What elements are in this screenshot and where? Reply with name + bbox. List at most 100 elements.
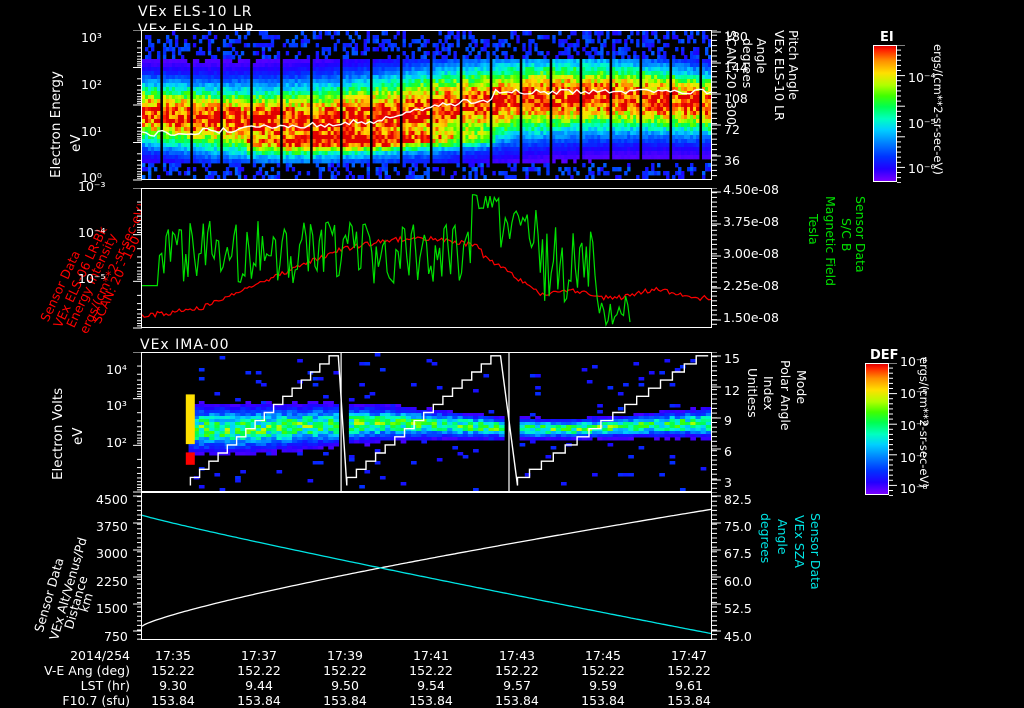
footer-f107-1: 153.84 (237, 693, 281, 708)
colorbar1-ticks (897, 45, 905, 183)
colorbar1-tick-0: 10⁻⁴ (908, 70, 936, 85)
panel2-y2tick-3: 2.25e-08 (723, 278, 779, 293)
footer-f107-3: 153.84 (409, 693, 453, 708)
panel3-title: VEx IMA-00 (140, 337, 230, 353)
panel3-ytick-1: 10³ (106, 398, 127, 413)
panel4-ytick-4: 1500 (96, 601, 128, 616)
footer-lst-2: 9.50 (331, 678, 359, 693)
panel1-ytick-1: 10² (81, 77, 102, 92)
panel3-plot-area (141, 352, 712, 492)
panel1-ytick-2: 10¹ (81, 124, 102, 139)
panel3-y2tick-4: 3 (724, 475, 732, 490)
panel2-y2tick-4: 1.50e-08 (723, 310, 779, 325)
footer-row-time: 2014/254 17:35 17:37 17:39 17:41 17:43 1… (8, 648, 732, 663)
footer-row-veang: V-E Ang (deg) 152.22 152.22 152.22 152.2… (8, 663, 732, 678)
panel4-left-ticks (133, 492, 142, 640)
panel4-y2tick-2: 67.5 (724, 546, 752, 561)
panel4-ytick-1: 3750 (96, 519, 128, 534)
footer-metadata-table: 2014/254 17:35 17:37 17:39 17:41 17:43 1… (8, 648, 732, 708)
colorbar2-tick-1: 10⁻⁵ (900, 386, 928, 401)
footer-veang-2: 152.22 (323, 663, 367, 678)
panel4-y2tick-5: 45.0 (724, 629, 752, 644)
footer-veang-0: 152.22 (151, 663, 195, 678)
footer-lst-0: 9.30 (159, 678, 187, 693)
colorbar2-tick-4: 10⁻⁸ (900, 481, 928, 496)
footer-veang-5: 152.22 (581, 663, 625, 678)
panel2-ytick-2: 10⁻⁵ (78, 271, 106, 286)
colorbar2-tick-3: 10⁻⁷ (900, 450, 928, 465)
footer-lst-3: 9.54 (417, 678, 445, 693)
footer-lst-5: 9.59 (589, 678, 617, 693)
panel3-y2tick-2: 9 (724, 413, 732, 428)
panel4-ytick-0: 4500 (96, 492, 128, 507)
panel4-y2tick-4: 52.5 (724, 601, 752, 616)
footer-time-1: 17:37 (240, 648, 278, 663)
panel1-ytick-0: 10³ (81, 30, 102, 45)
panel3-y2tick-1: 12 (724, 383, 740, 398)
panel1-y2tick-2: 108 (724, 91, 748, 106)
panel1-left-ticks (133, 30, 142, 181)
panel1-y2tick-4: 36 (724, 153, 740, 168)
footer-time-0: 17:35 (154, 648, 192, 663)
footer-row-label-0: 2014/254 (70, 648, 130, 663)
footer-time-3: 17:41 (412, 648, 450, 663)
panel2-lines (142, 189, 711, 327)
footer-row-label-1: V-E Ang (deg) (44, 663, 130, 678)
footer-veang-4: 152.22 (495, 663, 539, 678)
footer-lst-1: 9.44 (245, 678, 273, 693)
footer-lst-4: 9.57 (503, 678, 531, 693)
panel4-ytick-2: 3000 (96, 546, 128, 561)
panel1-plot-area (141, 30, 712, 180)
panel3-left-axis-units: eV (70, 427, 86, 445)
footer-veang-1: 152.22 (237, 663, 281, 678)
panel3-ytick-0: 10⁴ (106, 362, 127, 377)
footer-row-label-3: F10.7 (sfu) (62, 693, 130, 708)
panel1-y2tick-0: 180 (724, 29, 748, 44)
panel3-spectrogram (142, 353, 711, 491)
panel4-lines (142, 493, 711, 639)
panel1-spectrogram (142, 31, 711, 179)
footer-row-f107: F10.7 (sfu) 153.84 153.84 153.84 153.84 … (8, 693, 732, 708)
panel4-y2tick-3: 60.0 (724, 574, 752, 589)
colorbar1-title: EI (880, 30, 894, 45)
panel3-left-ticks (133, 352, 142, 493)
panel2-ytick-1: 10⁻⁴ (78, 225, 106, 240)
footer-f107-0: 153.84 (151, 693, 195, 708)
colorbar2-ticks (889, 363, 897, 496)
panel4-y2tick-1: 75.0 (724, 519, 752, 534)
panel4-right-ticks (712, 492, 721, 640)
panel1-ytick-3: 10⁰ (81, 170, 102, 185)
colorbar2 (865, 363, 889, 495)
footer-time-2: 17:39 (326, 648, 364, 663)
panel3-y2tick-0: 15 (724, 351, 740, 366)
panel4-plot-area (141, 492, 712, 640)
colorbar1-tick-1: 10⁻⁵ (908, 116, 936, 131)
footer-f107-5: 153.84 (581, 693, 625, 708)
footer-veang-6: 152.22 (667, 663, 711, 678)
panel1-y2tick-1: 144 (724, 60, 748, 75)
footer-f107-4: 153.84 (495, 693, 539, 708)
panel2-ytick-0: 10⁻³ (78, 179, 106, 194)
colorbar2-title: DEF (870, 348, 899, 363)
footer-veang-3: 152.22 (409, 663, 453, 678)
colorbar1 (873, 45, 897, 182)
footer-time-6: 17:47 (670, 648, 708, 663)
footer-time-5: 17:45 (584, 648, 622, 663)
panel2-y2tick-2: 3.00e-08 (723, 246, 779, 261)
footer-f107-2: 153.84 (323, 693, 367, 708)
footer-f107-6: 153.84 (667, 693, 711, 708)
footer-lst-6: 9.61 (675, 678, 703, 693)
panel4-ytick-3: 2250 (96, 574, 128, 589)
panel2-y2tick-1: 3.75e-08 (723, 214, 779, 229)
panel1-left-axis-units: eV (68, 134, 84, 152)
panel4-y2tick-0: 82.5 (724, 492, 752, 507)
colorbar2-tick-2: 10⁻⁶ (900, 418, 928, 433)
panel1-y2tick-3: 72 (724, 122, 740, 137)
footer-time-4: 17:43 (498, 648, 536, 663)
panel3-y2tick-3: 6 (724, 444, 732, 459)
colorbar2-tick-0: 10⁻⁴ (900, 354, 928, 369)
panel3-ytick-2: 10² (106, 435, 127, 450)
footer-row-label-2: LST (hr) (80, 678, 130, 693)
footer-row-lst: LST (hr) 9.30 9.44 9.50 9.54 9.57 9.59 9… (8, 678, 732, 693)
